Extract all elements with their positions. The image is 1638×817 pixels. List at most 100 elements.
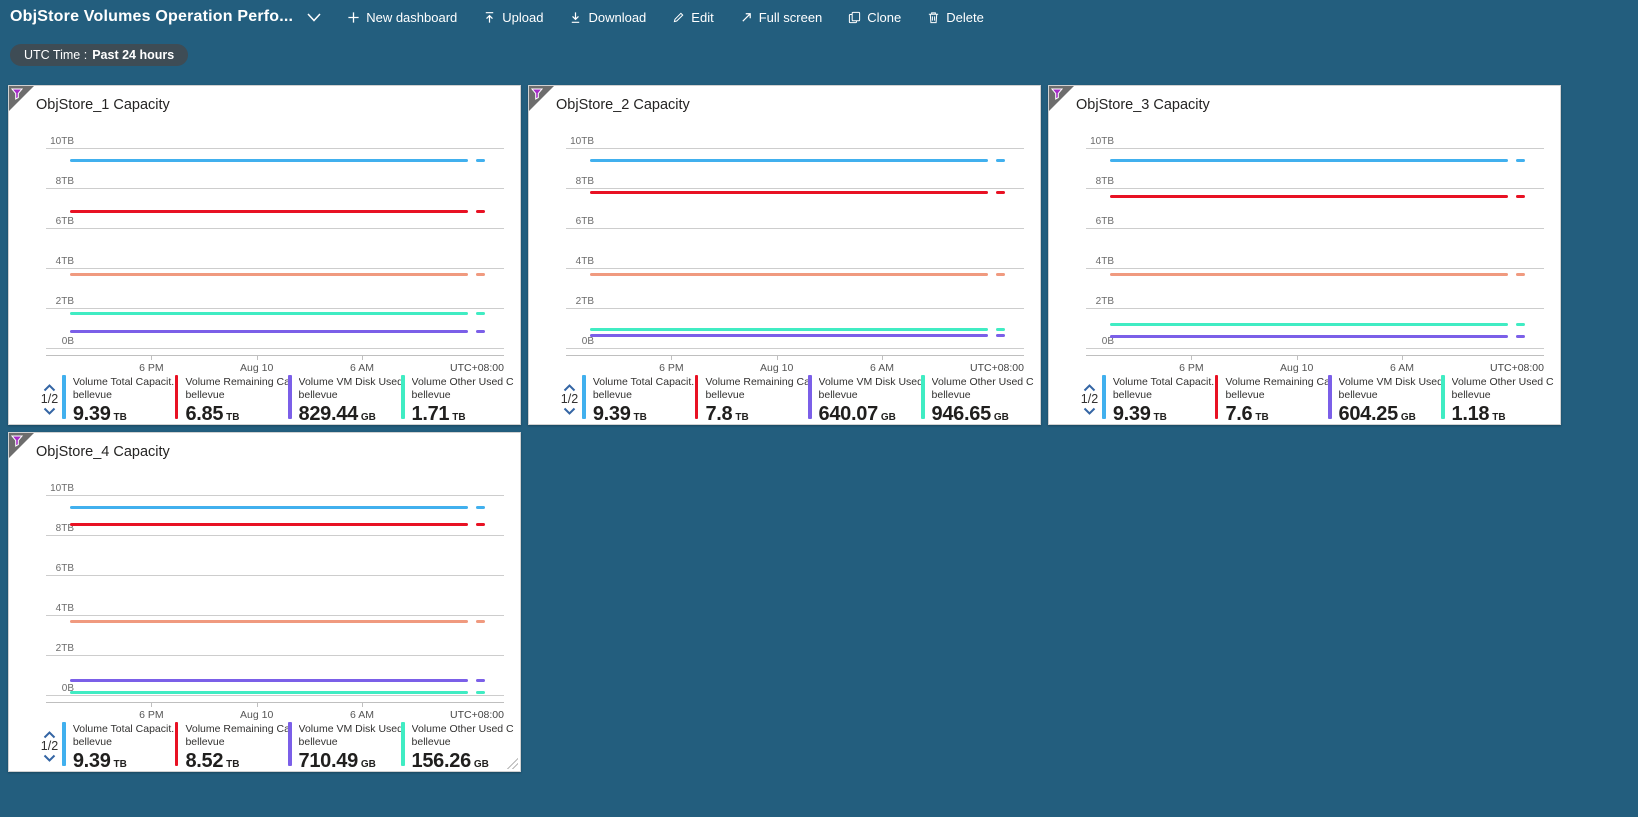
legend-item[interactable]: Volume Total Capacit... bellevue 9.39 TB xyxy=(62,375,175,423)
x-axis-line xyxy=(1086,355,1544,356)
legend-pager: 1/2 xyxy=(557,375,582,423)
upload-icon xyxy=(483,11,496,24)
metric-name: Volume VM Disk Used ... xyxy=(298,723,401,735)
tile-legend: 1/2 Volume Total Capacit... bellevue 9.3… xyxy=(37,375,514,423)
legend-page-down-icon[interactable] xyxy=(563,407,576,415)
legend-page-down-icon[interactable] xyxy=(43,407,56,415)
tile-resize-handle[interactable] xyxy=(507,758,518,769)
clone-button[interactable]: Clone xyxy=(848,10,901,25)
tile-filter-corner[interactable] xyxy=(9,433,34,458)
resource-name: bellevue xyxy=(72,736,112,748)
legend-page-up-icon[interactable] xyxy=(43,383,56,392)
metric-name: Volume Total Capacit... xyxy=(1112,376,1215,388)
chevron-down-icon[interactable] xyxy=(307,12,321,22)
legend-item[interactable]: Volume Total Capacit... bellevue 9.39 TB xyxy=(62,722,175,770)
legend-page-up-icon[interactable] xyxy=(563,383,576,392)
dashboard-grid: ObjStore_1 Capacity 10TB 8TB 6TB 4TB 2TB… xyxy=(8,85,1632,772)
legend-item[interactable]: Volume Other Used Ca... bellevue 156.26G… xyxy=(401,722,514,770)
chart-series-line xyxy=(70,690,468,694)
legend-items: Volume Total Capacit... bellevue 9.39 TB … xyxy=(582,375,1034,423)
time-filter-pill[interactable]: UTC Time : Past 24 hours xyxy=(10,44,189,66)
legend-item[interactable]: Volume Total Capacit... bellevue 9.39 TB xyxy=(1102,375,1215,423)
legend-page-down-icon[interactable] xyxy=(43,754,56,762)
chart-series-line xyxy=(70,329,468,333)
x-axis: 6 PM Aug 10 6 AM UTC+08:00 xyxy=(46,355,504,377)
chart-series-line-end xyxy=(476,679,485,683)
chart-series-line-end xyxy=(476,209,485,213)
tile-filter-corner[interactable] xyxy=(9,86,34,111)
legend-page-count: 1/2 xyxy=(1080,391,1099,406)
upload-button[interactable]: Upload xyxy=(483,10,543,25)
legend-item[interactable]: Volume Remaining Cap... bellevue 7.8TB xyxy=(695,375,808,423)
legend-page-down-icon[interactable] xyxy=(1083,407,1096,415)
delete-button[interactable]: Delete xyxy=(927,10,984,25)
full-screen-button[interactable]: Full screen xyxy=(740,10,822,25)
x-tick xyxy=(1296,355,1298,360)
download-button[interactable]: Download xyxy=(569,10,646,25)
resource-name: bellevue xyxy=(298,736,338,748)
chart-series-line-end xyxy=(1516,334,1525,338)
tile-title: ObjStore_3 Capacity xyxy=(1076,97,1210,113)
resource-name: bellevue xyxy=(705,389,745,401)
metric-name: Volume Remaining Cap... xyxy=(185,723,288,735)
y-gridline: 6TB xyxy=(46,216,504,229)
metric-value: 9.39 TB xyxy=(592,403,647,423)
dashboard-tile: ObjStore_2 Capacity 10TB 8TB 6TB 4TB 2TB… xyxy=(528,85,1041,425)
resource-name: bellevue xyxy=(411,389,451,401)
legend-item[interactable]: Volume Total Capacit... bellevue 9.39 TB xyxy=(582,375,695,423)
chart-series-line xyxy=(70,272,468,276)
legend-item[interactable]: Volume Other Used Ca... bellevue 946.65G… xyxy=(921,375,1034,423)
metric-name: Volume Total Capacit... xyxy=(72,723,175,735)
metric-value: 1.71 TB xyxy=(411,403,466,423)
new-dashboard-button[interactable]: New dashboard xyxy=(347,10,457,25)
metric-name: Volume Other Used Ca... xyxy=(931,376,1034,388)
legend-page-up-icon[interactable] xyxy=(43,730,56,739)
legend-item[interactable]: Volume VM Disk Used ... bellevue 829.44G… xyxy=(288,375,401,423)
chart-series-line-end xyxy=(1516,272,1525,276)
tile-filter-corner[interactable] xyxy=(529,86,554,111)
chart-plot-area: 10TB 8TB 6TB 4TB 2TB 0B xyxy=(46,483,504,696)
y-axis-label: 2TB xyxy=(1095,296,1114,307)
metric-value: 9.39 TB xyxy=(72,750,127,770)
legend-items: Volume Total Capacit... bellevue 9.39 TB … xyxy=(1102,375,1554,423)
x-axis: 6 PM Aug 10 6 AM UTC+08:00 xyxy=(566,355,1024,377)
legend-page-up-icon[interactable] xyxy=(1083,383,1096,392)
y-gridline: 6TB xyxy=(46,563,504,576)
metric-name: Volume VM Disk Used ... xyxy=(818,376,921,388)
x-axis-line xyxy=(566,355,1024,356)
edit-button[interactable]: Edit xyxy=(672,10,714,25)
y-gridline: 6TB xyxy=(566,216,1024,229)
tile-filter-corner[interactable] xyxy=(1049,86,1074,111)
x-axis-line xyxy=(46,702,504,703)
legend-item[interactable]: Volume VM Disk Used ... bellevue 640.07G… xyxy=(808,375,921,423)
timezone-label: UTC+08:00 xyxy=(970,362,1024,374)
legend-item[interactable]: Volume VM Disk Used ... bellevue 710.49G… xyxy=(288,722,401,770)
chart-plot-area: 10TB 8TB 6TB 4TB 2TB 0B xyxy=(566,136,1024,349)
tile-title: ObjStore_2 Capacity xyxy=(556,97,690,113)
resource-name: bellevue xyxy=(72,389,112,401)
dashboard-tile: ObjStore_4 Capacity 10TB 8TB 6TB 4TB 2TB… xyxy=(8,432,521,772)
y-gridline: 10TB xyxy=(566,136,1024,149)
metric-value: 829.44 GB xyxy=(298,403,376,423)
legend-items: Volume Total Capacit... bellevue 9.39 TB … xyxy=(62,375,514,423)
legend-item[interactable]: Volume Remaining Cap... bellevue 7.6TB xyxy=(1215,375,1328,423)
resource-name: bellevue xyxy=(1451,389,1491,401)
y-axis-label: 4TB xyxy=(55,603,74,614)
x-tick xyxy=(776,355,778,360)
legend-item[interactable]: Volume VM Disk Used ... bellevue 604.25G… xyxy=(1328,375,1441,423)
dashboard-title[interactable]: ObjStore Volumes Operation Perfo... xyxy=(10,8,294,25)
y-gridline: 4TB xyxy=(46,256,504,269)
chart-plot-area: 10TB 8TB 6TB 4TB 2TB 0B xyxy=(46,136,504,349)
x-axis-label: Aug 10 xyxy=(760,362,794,374)
y-axis-label: 10TB xyxy=(1090,136,1114,147)
chart-series-line xyxy=(590,190,988,194)
dashboard-tile: ObjStore_3 Capacity 10TB 8TB 6TB 4TB 2TB… xyxy=(1048,85,1561,425)
timezone-label: UTC+08:00 xyxy=(450,362,504,374)
fullscreen-arrow-icon xyxy=(740,11,753,24)
tile-legend: 1/2 Volume Total Capacit... bellevue 9.3… xyxy=(1077,375,1554,423)
legend-color-bar xyxy=(1215,375,1219,419)
